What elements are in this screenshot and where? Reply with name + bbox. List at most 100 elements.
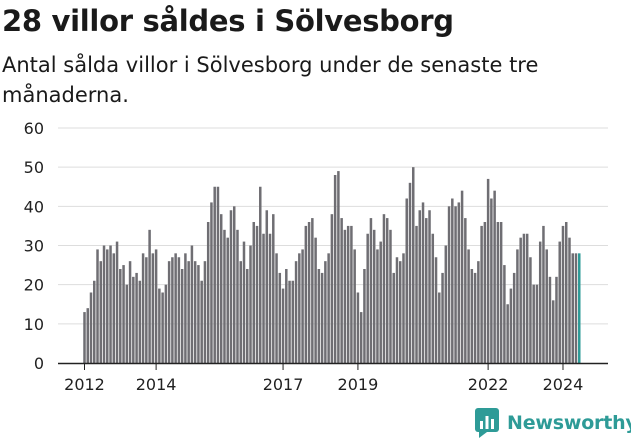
- bar: [89, 292, 93, 363]
- bar: [483, 222, 487, 363]
- bar: [395, 257, 399, 363]
- bar: [141, 253, 145, 363]
- bar: [532, 284, 535, 363]
- chart-subtitle: Antal sålda villor i Sölvesborg under de…: [2, 53, 539, 107]
- bar: [506, 304, 509, 363]
- bar: [467, 249, 470, 363]
- bar: [288, 280, 291, 363]
- bar: [408, 182, 412, 363]
- bar: [353, 249, 356, 363]
- bar: [83, 312, 86, 363]
- bar: [93, 280, 96, 363]
- bar: [366, 233, 369, 363]
- bar: [236, 229, 239, 363]
- bar: [125, 284, 129, 363]
- bar: [281, 288, 285, 363]
- bar: [376, 249, 379, 363]
- bar: [509, 288, 513, 363]
- y-tick-label: 20: [24, 276, 44, 295]
- bar: [106, 249, 109, 363]
- bar: [425, 218, 428, 363]
- bar: [535, 284, 539, 363]
- bar: [193, 261, 197, 363]
- bar: [135, 272, 138, 363]
- bar: [545, 249, 548, 363]
- bar: [372, 229, 376, 363]
- bar: [464, 218, 467, 363]
- y-axis-labels: 0 10 20 30 40 50 60: [24, 119, 44, 373]
- bar: [226, 237, 229, 363]
- bar: [382, 214, 386, 363]
- bar: [503, 265, 506, 363]
- bar: [317, 269, 321, 363]
- bar: [405, 198, 408, 363]
- bar: [477, 261, 480, 363]
- bar: [102, 245, 106, 363]
- bar: [278, 272, 282, 363]
- bar: [232, 206, 236, 363]
- bar: [161, 292, 164, 363]
- bar: [418, 210, 422, 363]
- bar: [369, 218, 373, 363]
- bar: [480, 225, 483, 363]
- newsworthy-logo-icon: [475, 408, 499, 438]
- bar: [154, 249, 158, 363]
- bar: [385, 218, 389, 363]
- bar: [213, 186, 216, 363]
- y-tick-label: 0: [34, 354, 44, 373]
- bar: [229, 210, 233, 363]
- bar: [210, 202, 213, 363]
- bar: [398, 261, 402, 363]
- x-tick-label: 2022: [468, 375, 509, 394]
- bar: [431, 233, 435, 363]
- bar: [216, 186, 220, 363]
- y-tick-label: 40: [24, 197, 44, 216]
- bar: [564, 222, 568, 363]
- bar: [314, 237, 317, 363]
- bar: [434, 257, 438, 363]
- bar: [402, 253, 405, 363]
- bar: [324, 261, 327, 363]
- bar: [337, 171, 340, 363]
- bar: [119, 269, 122, 363]
- bar: [259, 186, 262, 363]
- bar: [542, 225, 545, 363]
- annotations: 28: [604, 0, 624, 4]
- bar: [268, 233, 272, 363]
- bar: [415, 225, 418, 363]
- bar: [574, 253, 578, 363]
- bar: [203, 261, 207, 363]
- bar: [428, 210, 431, 363]
- bar: [320, 272, 324, 363]
- bar: [525, 233, 529, 363]
- page-title: 28 villor såldes i Sölvesborg: [2, 4, 454, 38]
- bar: [128, 261, 132, 363]
- bar: [174, 253, 177, 363]
- bar: [184, 253, 187, 363]
- bar: [223, 229, 226, 363]
- x-tick-label: 2014: [136, 375, 177, 394]
- bar: [272, 214, 275, 363]
- bar: [496, 222, 500, 363]
- bar: [99, 261, 103, 363]
- bar: [145, 257, 148, 363]
- bar: [148, 229, 151, 363]
- y-tick-label: 60: [24, 119, 44, 138]
- bars: [83, 167, 581, 363]
- bar: [132, 276, 135, 363]
- bar: [441, 272, 444, 363]
- bar: [327, 253, 330, 363]
- bar: [307, 222, 311, 363]
- bar: [379, 241, 382, 363]
- bar: [242, 241, 246, 363]
- bar: [438, 292, 441, 363]
- bar: [356, 292, 360, 363]
- bar: [109, 245, 112, 363]
- bar: [255, 225, 259, 363]
- bar-latest: [578, 253, 581, 363]
- y-tick-label: 10: [24, 315, 44, 334]
- bar: [239, 261, 242, 363]
- bar: [304, 225, 308, 363]
- x-tick-label: 2017: [263, 375, 304, 394]
